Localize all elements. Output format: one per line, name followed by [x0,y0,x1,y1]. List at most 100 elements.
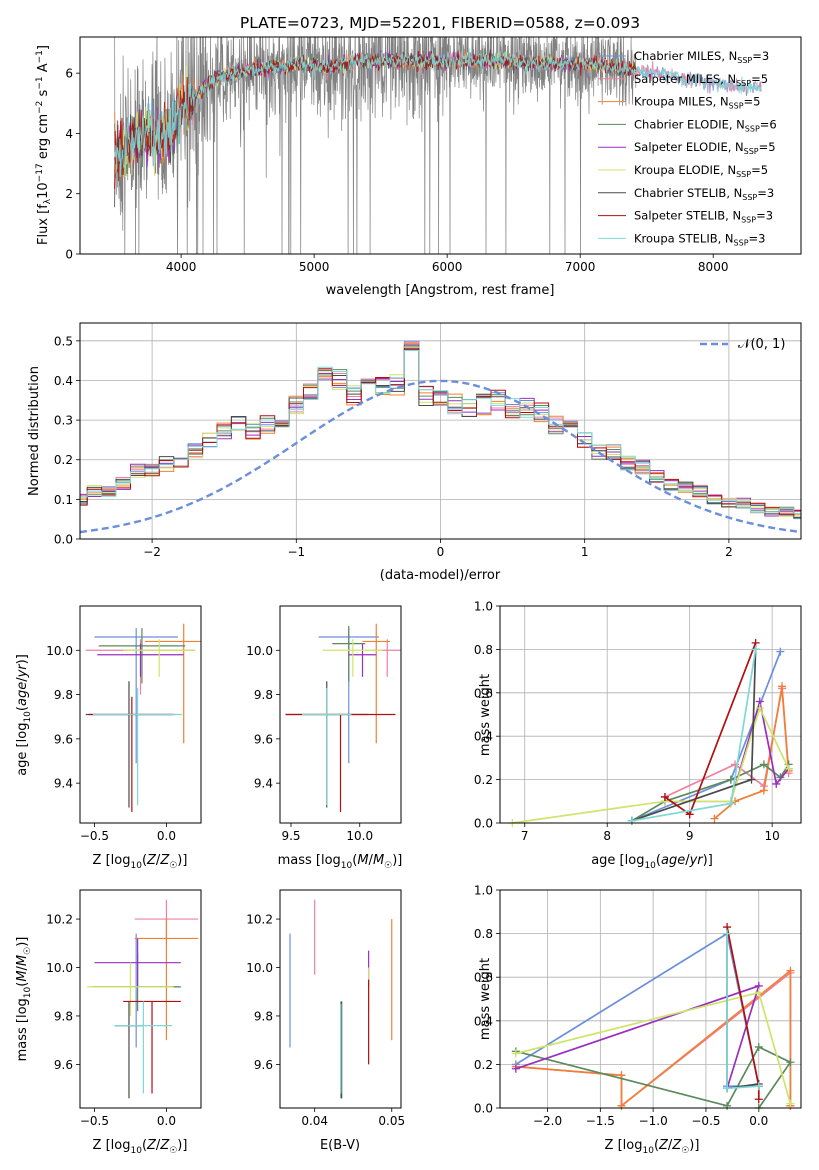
figure-title: PLATE=0723, MJD=52201, FIBERID=0588, z=0… [240,14,640,32]
y-tick-label: 10.0 [46,961,73,975]
y-tick-label: 1.0 [474,600,493,614]
y-tick-label: 9.4 [254,777,273,791]
age-vs-metallicity-panel: −0.5 0.0 9.4 9.6 9.8 10.0 Z [log10(Z/Z☉)] age [… [15,605,202,871]
mass-weight-line [631,763,790,822]
residual-histogram-step [80,340,801,520]
legend-entry: Kroupa MILES, NSSP=5 [634,95,760,111]
y-tick-label: 0.2 [474,1058,493,1072]
axes-frame [79,36,802,255]
mass-weight-marker [759,786,768,795]
y-tick-label: 0.8 [474,643,493,657]
y-tick-label: 0.2 [54,453,73,467]
spectrum-panel: 4000 5000 6000 7000 8000 0 2 4 6 wavelength [Angs… [35,36,802,298]
model-spectrum-line [114,48,762,177]
x-tick-label: 10 [764,829,779,843]
axes-frame [279,889,402,1109]
residual-histogram-step [80,341,801,515]
mass-weight-marker [778,682,787,691]
legend-entry: Chabrier MILES, NSSP=3 [634,49,769,65]
x-tick-label: 1 [581,545,589,559]
mass-weight-marker [776,647,785,656]
x-axis-label: E(B-V) [320,1138,360,1153]
x-tick-label: −0.5 [691,1114,720,1128]
axes-frame [79,889,202,1109]
y-tick-label: 0.1 [54,493,73,507]
x-tick-label: 9 [686,829,694,843]
mass-weight-marker [726,799,735,808]
y-tick-label: 0.0 [474,1102,493,1116]
residual-histogram-step [80,344,801,519]
mass-weight-line [515,932,760,1088]
mass-weight-marker [511,1064,520,1073]
y-tick-label: 0.3 [54,414,73,428]
residual-histogram-step [80,347,801,518]
y-tick-label: 9.8 [54,1009,73,1023]
mass-weight-marker [784,764,793,773]
y-tick-label: 9.8 [254,688,273,702]
mass-weight-marker [511,1049,520,1058]
y-axis-label: mass weight [478,674,493,756]
legend-entry: Chabrier ELODIE, NSSP=6 [634,117,777,133]
y-tick-label: 9.8 [54,688,73,702]
model-spectrum-line [114,50,637,189]
y-tick-label: 0.4 [474,730,493,744]
x-axis-label: wavelength [Angstrom, rest frame] [326,283,555,298]
x-tick-label: 0.04 [301,1114,328,1128]
normal-reference-curve [80,379,801,534]
axes-frame [79,322,802,540]
x-axis-label: (data-model)/error [380,568,501,583]
y-tick-label: 6 [65,67,73,81]
x-axis-label: age [log10(age/yr)] [591,853,713,871]
y-tick-label: 9.8 [254,1009,273,1023]
x-tick-label: 0 [437,545,445,559]
y-axis-label: age [log10(age/yr)] [15,654,33,776]
x-tick-label: 2 [725,545,733,559]
y-tick-label: 0.8 [474,927,493,941]
y-axis-label: mass weight [478,958,493,1040]
x-tick-label: 0.05 [378,1114,405,1128]
x-tick-label: −1.5 [586,1114,615,1128]
y-tick-label: 0.6 [474,686,493,700]
mass-vs-reddening-panel: 0.04 0.05 9.6 9.8 10.0 10.2 E(B-V) [246,889,405,1153]
x-tick-label: 5000 [299,260,330,274]
mass-weight-marker [755,703,764,712]
y-tick-label: 9.4 [54,777,73,791]
y-tick-label: 0.5 [54,334,73,348]
mass-weight-marker [747,775,756,784]
x-tick-label: 0.0 [749,1114,768,1128]
mass-weight-line [512,705,790,823]
mass-weight-marker [786,1058,795,1067]
mass-weight-marker [723,1084,732,1093]
y-tick-label: 9.6 [54,1058,73,1072]
x-tick-label: 7 [521,829,529,843]
y-tick-label: 10.0 [246,644,273,658]
residual-histogram-step [80,346,801,517]
y-tick-label: 10.0 [46,644,73,658]
legend-entry: Salpeter MILES, NSSP=5 [634,72,768,88]
mass-weight-marker [754,1042,763,1051]
y-axis-label: Normed distribution [27,366,42,496]
y-tick-label: 10.2 [46,913,73,927]
x-tick-label: −1.0 [639,1114,668,1128]
residual-histogram-step [80,348,801,515]
mass-weight-marker [754,1095,763,1104]
y-tick-label: 0.4 [474,1014,493,1028]
mass-weight-marker [786,966,795,975]
y-tick-label: 4 [65,127,73,141]
legend-entry: 𝒩(0, 1) [738,337,785,352]
y-tick-label: 10.2 [246,913,273,927]
mass-weight-marker [723,929,732,938]
mass-weight-marker [772,779,781,788]
axes-frame [279,605,402,824]
residual-histogram-panel: −2 −1 0 1 2 0.0 0.1 0.2 0.3 0.4 0.5 𝒩(0, 1) (data-mo… [27,322,802,583]
y-tick-label: 9.6 [54,732,73,746]
x-tick-label: −2 [143,545,161,559]
x-tick-label: 8000 [698,260,729,274]
x-tick-label: 4000 [166,260,197,274]
mass-weight-marker [726,775,735,784]
x-tick-label: 8 [603,829,611,843]
mass-weight-marker [627,816,636,825]
x-tick-label: 7000 [565,260,596,274]
axes-frame [499,605,802,824]
